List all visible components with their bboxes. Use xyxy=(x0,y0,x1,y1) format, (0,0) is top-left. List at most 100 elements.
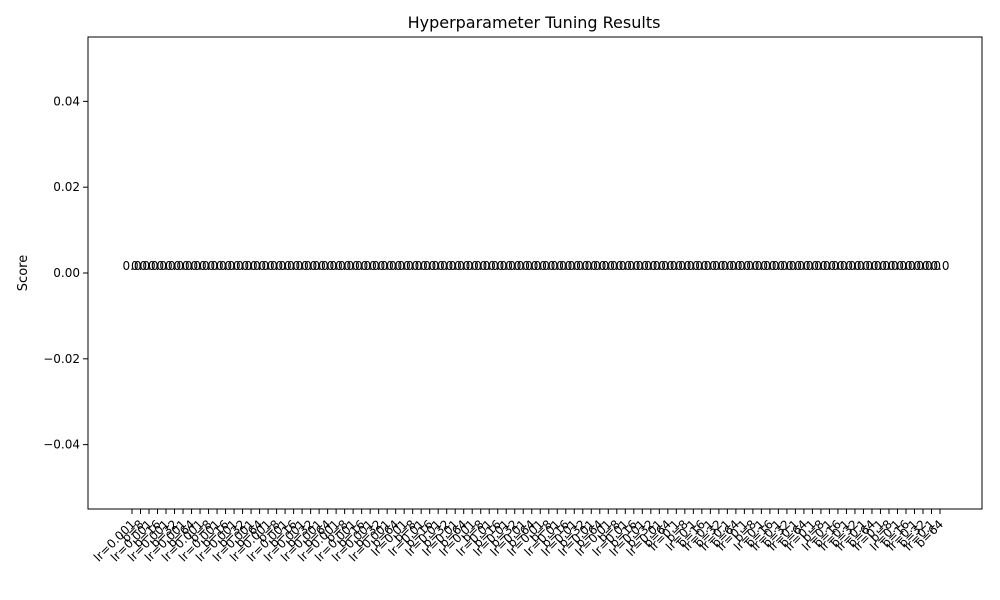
bar-value-label: 0.0 xyxy=(208,259,227,273)
bar-value-label: 0.0 xyxy=(820,259,839,273)
bar-value-label: 0.0 xyxy=(607,259,626,273)
bar-value-label: 0.0 xyxy=(582,259,601,273)
x-axis: lr=0.001b=8lr=0.001b=16lr=0.001b=32lr=0.… xyxy=(91,509,946,564)
bar-value-label: 0.0 xyxy=(828,259,847,273)
bar-value-label: 0.0 xyxy=(327,259,346,273)
bar-value-label: 0.0 xyxy=(463,259,482,273)
bar-value-label: 0.0 xyxy=(803,259,822,273)
bar-value-label: 0.0 xyxy=(369,259,388,273)
bar-value-label: 0.0 xyxy=(862,259,881,273)
bar-value-label: 0.0 xyxy=(794,259,813,273)
bar-value-label: 0.0 xyxy=(743,259,762,273)
bar-value-label: 0.0 xyxy=(896,259,915,273)
bar-value-label: 0.0 xyxy=(599,259,618,273)
chart-title: Hyperparameter Tuning Results xyxy=(408,13,661,32)
bar-value-label: 0.0 xyxy=(514,259,533,273)
bar-value-label: 0.0 xyxy=(616,259,635,273)
y-axis-label: Score xyxy=(16,255,31,291)
bar-value-label: 0.0 xyxy=(352,259,371,273)
bar-value-label: 0.0 xyxy=(429,259,448,273)
bar-value-label: 0.0 xyxy=(497,259,516,273)
bar-value-label: 0.0 xyxy=(420,259,439,273)
bar-value-label: 0.0 xyxy=(854,259,873,273)
bar-value-label: 0.0 xyxy=(361,259,380,273)
bar-value-label: 0.0 xyxy=(709,259,728,273)
bar-value-label: 0.0 xyxy=(667,259,686,273)
bar-value-label: 0.0 xyxy=(522,259,541,273)
bar-value-label: 0.0 xyxy=(165,259,184,273)
bar-value-label: 0.0 xyxy=(922,259,941,273)
bar-value-label: 0.0 xyxy=(879,259,898,273)
y-tick-label: 0.00 xyxy=(53,266,80,280)
y-axis: −0.04 −0.02 0.00 0.02 0.04 xyxy=(43,94,88,452)
bar-value-label: 0.0 xyxy=(641,259,660,273)
bar-value-label: 0.0 xyxy=(310,259,329,273)
bar-value-label: 0.0 xyxy=(837,259,856,273)
bar-value-label: 0.0 xyxy=(871,259,890,273)
bar-value-label: 0.0 xyxy=(437,259,456,273)
bar-value-label: 0.0 xyxy=(718,259,737,273)
bar-value-label: 0.0 xyxy=(156,259,175,273)
bar-value-label: 0.0 xyxy=(505,259,524,273)
bar-value-label: 0.0 xyxy=(488,259,507,273)
bar-value-label: 0.0 xyxy=(913,259,932,273)
bar-value-label: 0.0 xyxy=(684,259,703,273)
bar-value-label: 0.0 xyxy=(199,259,218,273)
bar-value-label: 0.0 xyxy=(633,259,652,273)
bar-value-label: 0.0 xyxy=(284,259,303,273)
bar-value-label: 0.0 xyxy=(573,259,592,273)
bar-value-label: 0.0 xyxy=(565,259,584,273)
bar-value-label: 0.0 xyxy=(182,259,201,273)
bar-value-label: 0.0 xyxy=(624,259,643,273)
bar-value-label: 0.0 xyxy=(539,259,558,273)
y-tick-label: 0.04 xyxy=(53,94,80,108)
bar-value-label: 0.0 xyxy=(190,259,209,273)
bar-value-label: 0.0 xyxy=(131,259,150,273)
bar-value-label: 0.0 xyxy=(777,259,796,273)
bar-value-label: 0.0 xyxy=(225,259,244,273)
bar-value-label: 0.0 xyxy=(454,259,473,273)
bar-value-label: 0.0 xyxy=(301,259,320,273)
bar-value-label: 0.0 xyxy=(692,259,711,273)
bar-value-label: 0.0 xyxy=(590,259,609,273)
bar-value-label: 0.0 xyxy=(148,259,167,273)
plot-frame xyxy=(87,36,983,510)
bar-value-label: 0.0 xyxy=(658,259,677,273)
bar-value-label: 0.0 xyxy=(139,259,158,273)
bar-value-label: 0.0 xyxy=(531,259,550,273)
bar-value-label: 0.0 xyxy=(293,259,312,273)
bar-value-label: 0.0 xyxy=(760,259,779,273)
bar-value-label: 0.0 xyxy=(726,259,745,273)
bar-value-label: 0.0 xyxy=(318,259,337,273)
bar-value-label: 0.0 xyxy=(905,259,924,273)
bar-value-label: 0.0 xyxy=(845,259,864,273)
bar-value-label: 0.0 xyxy=(378,259,397,273)
bar-value-label: 0.0 xyxy=(548,259,567,273)
bar-value-label: 0.0 xyxy=(395,259,414,273)
bar-value-label: 0.0 xyxy=(386,259,405,273)
bar-value-label: 0.0 xyxy=(242,259,261,273)
bar-value-label: 0.0 xyxy=(259,259,278,273)
bar-value-label: 0.0 xyxy=(173,259,192,273)
bar-value-label: 0.0 xyxy=(701,259,720,273)
bar-value-label: 0.0 xyxy=(216,259,235,273)
bar-value-label: 0.0 xyxy=(675,259,694,273)
y-tick-label: 0.02 xyxy=(53,180,80,194)
bar-value-label: 0.0 xyxy=(335,259,354,273)
bar-value-label: 0.0 xyxy=(267,259,286,273)
bar-value-label: 0.0 xyxy=(471,259,490,273)
bar-value-label: 0.0 xyxy=(752,259,771,273)
bar-value-label: 0.0 xyxy=(412,259,431,273)
bar-value-label: 0.0 xyxy=(735,259,754,273)
bar-labels-group: 0.00.00.00.00.00.00.00.00.00.00.00.00.00… xyxy=(122,259,949,273)
y-tick-label: −0.02 xyxy=(43,352,80,366)
bar-value-label: 0.0 xyxy=(276,259,295,273)
bar-value-label: 0.0 xyxy=(122,259,141,273)
bar-value-label: 0.0 xyxy=(786,259,805,273)
bar-value-label: 0.0 xyxy=(403,259,422,273)
bar-value-label: 0.0 xyxy=(811,259,830,273)
bar-value-label: 0.0 xyxy=(233,259,252,273)
bar-value-label: 0.0 xyxy=(344,259,363,273)
